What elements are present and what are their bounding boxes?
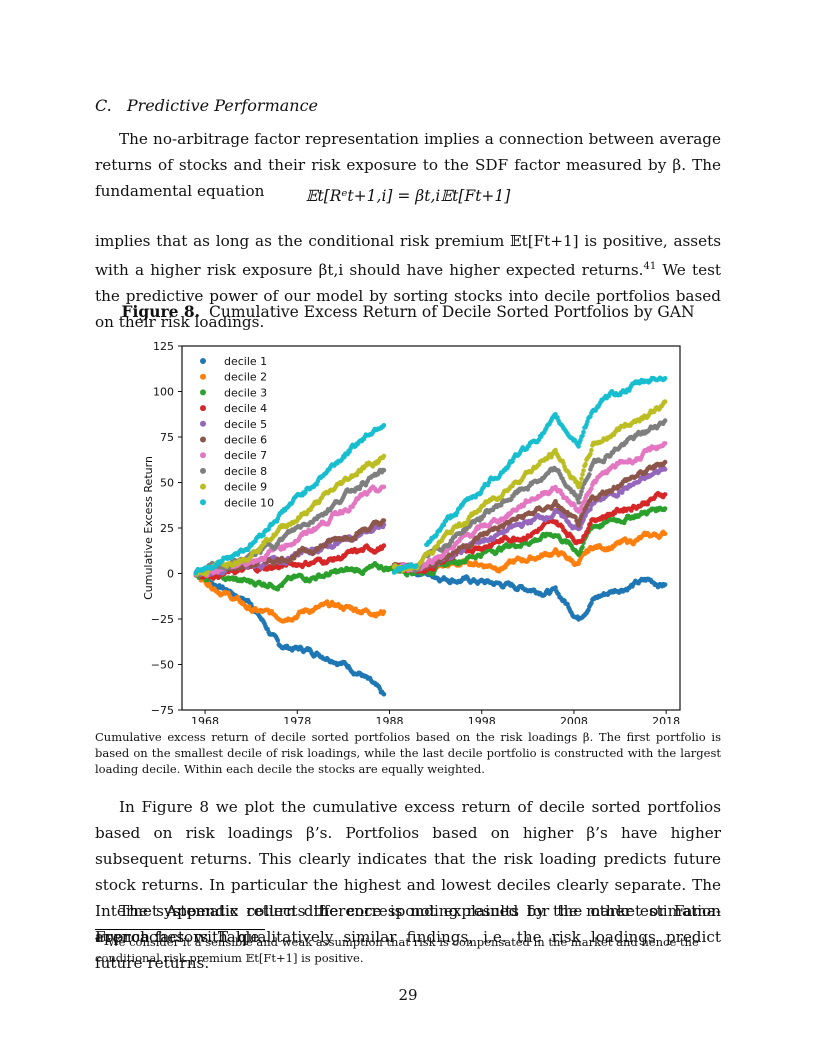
data-point [662,399,668,404]
data-point [381,423,387,428]
data-point [578,508,583,513]
data-point [275,638,281,643]
legend-marker [200,405,206,412]
data-point [578,481,583,486]
data-point [581,468,586,473]
data-point [662,467,668,472]
y-axis-label: Cumulative Excess Return [142,456,155,600]
data-point [576,444,581,449]
legend-label: decile 7 [224,449,267,462]
y-tick-label: 125 [153,340,174,353]
y-tick-label: 50 [160,477,174,490]
x-tick-label: 1998 [468,715,496,724]
y-tick-label: 0 [167,568,174,581]
data-point [662,418,668,423]
x-tick-label: 1988 [376,715,404,724]
page-number: 29 [398,986,418,1004]
data-point [381,453,387,459]
data-point [583,461,588,467]
data-point [381,692,387,697]
legend-marker [200,483,206,490]
paragraph-1: The no-arbitrage factor representation i… [95,130,721,200]
legend-marker [200,420,206,427]
y-tick-label: 100 [153,386,174,399]
x-tick-label: 2018 [652,715,680,724]
data-point [588,507,593,512]
data-point [381,609,387,614]
data-point [381,543,387,548]
paragraph-2-text-a: implies that as long as the conditional … [95,232,721,280]
data-point [553,585,558,590]
section-heading: C. Predictive Performance [95,96,318,115]
paragraph-2: implies that as long as the conditional … [95,228,721,335]
figure-caption: Cumulative excess return of decile sorte… [95,730,721,776]
figure-title: Figure 8. Cumulative Excess Return of De… [0,302,816,321]
data-point [662,582,668,587]
data-point [586,526,591,531]
figure-label: Figure 8. [121,302,201,321]
x-tick-label: 1978 [283,715,311,724]
y-tick-label: −25 [151,613,174,626]
data-point [580,472,585,477]
decile-chart: 125 100 75 50 25 0 −25 −50 −75 1968 1978 1988 1998 20… [142,340,681,724]
legend-label: decile 3 [224,386,267,399]
data-point [662,459,668,465]
data-point [662,441,668,446]
data-point [662,376,668,381]
data-point [588,521,593,527]
data-point [580,544,585,550]
data-point [589,447,594,453]
legend-label: decile 10 [224,496,274,509]
footnote-text: We consider it a sensible and weak assum… [95,934,699,965]
legend-marker [200,467,206,474]
legend-label: decile 9 [224,481,267,494]
legend-label: decile 8 [224,465,267,478]
footnote-ref[interactable]: 41 [643,261,657,272]
legend-label: decile 6 [224,434,267,447]
y-tick-label: −75 [151,704,174,717]
data-point [662,506,668,511]
legend-label: decile 4 [224,402,267,415]
legend-marker [200,452,206,459]
footnote-rule [95,929,265,930]
legend-marker [200,358,206,364]
figure-title-text: Cumulative Excess Return of Decile Sorte… [209,303,695,321]
plot-frame [181,345,681,711]
data-point [581,429,586,435]
legend-label: decile 1 [224,355,267,368]
equation: 𝔼t[Rᵉt+1,i] = βt,i𝔼t[Ft+1] [305,187,511,205]
section-title: Predictive Performance [126,96,319,115]
data-point [413,563,419,568]
data-point [662,492,668,497]
data-point [381,518,387,523]
legend-label: decile 2 [224,371,267,384]
legend-marker [200,436,206,443]
y-tick-label: −50 [151,659,174,672]
legend-marker [200,499,206,506]
legend-marker [200,373,206,380]
y-tick-label: 25 [160,522,174,535]
footnote: 41We consider it a sensible and weak ass… [95,931,721,966]
data-point [381,467,387,473]
x-tick-label: 2008 [560,715,588,724]
data-point [381,484,387,490]
x-tick-label: 1968 [191,715,219,724]
data-point [579,476,584,481]
paragraph-2-text-b: We test the predictive power of our mode… [95,261,721,332]
data-point [587,472,592,477]
legend-marker [200,389,206,396]
data-point [662,531,668,536]
data-point [576,500,581,505]
legend-label: decile 5 [224,418,267,431]
footnote-mark: 41 [95,933,108,944]
section-number: C. [95,96,112,115]
y-tick-label: 75 [160,431,174,444]
